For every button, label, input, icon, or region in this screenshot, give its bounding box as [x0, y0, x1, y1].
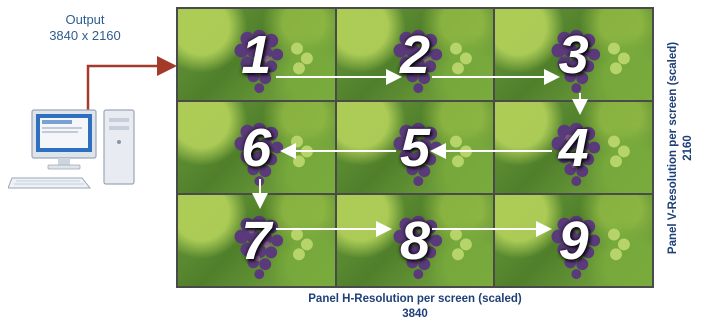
output-resolution: 3840 x 2160 — [49, 28, 121, 43]
panel-number: 7 — [241, 210, 272, 271]
panel-number: 4 — [558, 117, 589, 178]
wall-panel: 5 — [336, 102, 494, 193]
vertical-axis-value: 2160 — [681, 134, 694, 161]
vertical-resolution-label: Panel V-Resolution per screen (scaled) 2… — [658, 7, 703, 288]
panel-number: 9 — [558, 210, 589, 271]
grapes-image — [551, 122, 631, 187]
video-wall: 1 2 3 6 5 — [176, 7, 654, 288]
computer-icon — [7, 100, 143, 192]
wall-panel: 1 — [178, 9, 335, 100]
horizontal-axis-title: Panel H-Resolution per screen (scaled) — [308, 293, 522, 305]
wall-panel: 2 — [336, 9, 494, 100]
wall-panel: 9 — [495, 195, 652, 286]
panel-number: 5 — [399, 117, 431, 178]
wall-panel: 3 — [495, 9, 652, 100]
grapes-image — [234, 29, 313, 94]
grapes-image — [393, 122, 472, 187]
grapes-image — [393, 29, 472, 94]
panel-number: 1 — [241, 24, 272, 85]
panel-number: 2 — [399, 24, 431, 85]
panel-number: 8 — [399, 210, 431, 271]
output-title: Output — [65, 12, 105, 27]
horizontal-axis-value: 3840 — [402, 308, 428, 320]
horizontal-resolution-label: Panel H-Resolution per screen (scaled) 3… — [176, 292, 654, 322]
grapes-image — [551, 29, 631, 94]
grapes-image — [234, 215, 313, 280]
panel-number: 3 — [558, 24, 589, 85]
grapes-image — [393, 215, 472, 280]
wall-panel: 8 — [336, 195, 494, 286]
panel-number: 6 — [241, 117, 272, 178]
vertical-axis-title: Panel V-Resolution per screen (scaled) — [666, 41, 679, 254]
wall-panel: 6 — [178, 102, 335, 193]
output-label: Output 3840 x 2160 — [30, 12, 140, 44]
wall-panel: 4 — [495, 102, 652, 193]
grapes-image — [551, 215, 631, 280]
wall-panel: 7 — [178, 195, 335, 286]
